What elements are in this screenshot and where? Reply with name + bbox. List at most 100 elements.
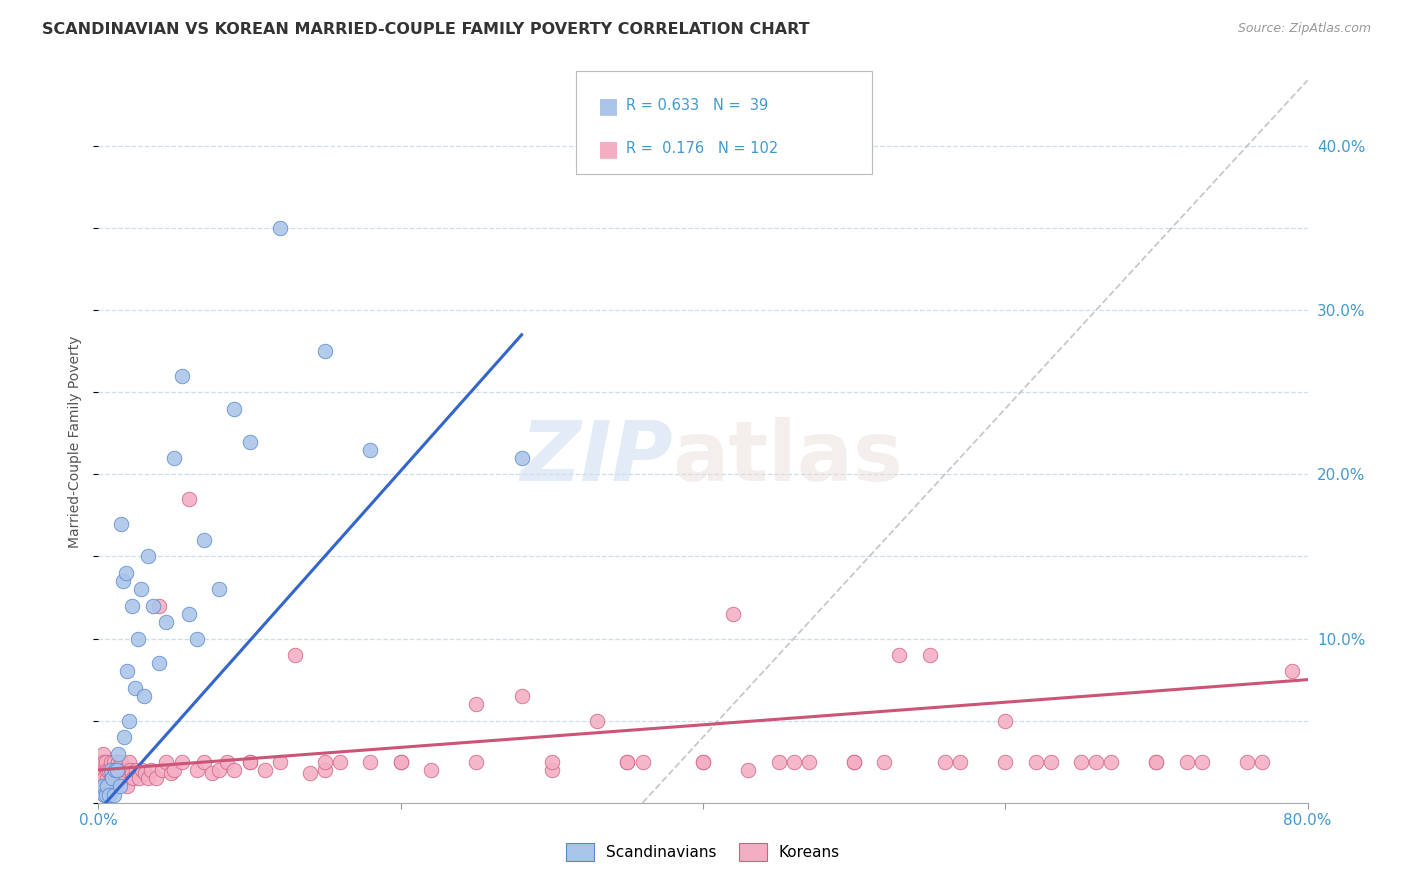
- Point: [692, 755, 714, 769]
- Point: [179, 607, 201, 621]
- Point: [844, 755, 866, 769]
- Point: [155, 755, 177, 769]
- Point: [94, 788, 117, 802]
- Point: [94, 780, 117, 794]
- Point: [111, 574, 134, 588]
- Point: [692, 755, 714, 769]
- Point: [314, 344, 336, 359]
- Point: [90, 755, 112, 769]
- Point: [1281, 665, 1303, 679]
- Point: [934, 755, 956, 769]
- Point: [465, 755, 488, 769]
- Text: atlas: atlas: [672, 417, 904, 499]
- Point: [510, 450, 533, 465]
- Point: [783, 755, 806, 769]
- Text: ZIP: ZIP: [520, 417, 672, 499]
- Point: [104, 771, 127, 785]
- Point: [128, 771, 150, 785]
- Point: [96, 771, 118, 785]
- Point: [269, 221, 291, 235]
- Point: [465, 698, 488, 712]
- Point: [1070, 755, 1092, 769]
- Point: [186, 763, 208, 777]
- Point: [93, 755, 115, 769]
- Point: [101, 763, 124, 777]
- Point: [329, 755, 352, 769]
- Point: [1251, 755, 1274, 769]
- Point: [179, 491, 201, 506]
- Point: [142, 599, 165, 613]
- Point: [148, 599, 170, 613]
- Point: [150, 763, 173, 777]
- Point: [540, 755, 562, 769]
- Point: [239, 755, 262, 769]
- Point: [100, 755, 122, 769]
- Point: [163, 450, 186, 465]
- Point: [136, 549, 159, 564]
- Point: [89, 780, 111, 794]
- Point: [122, 771, 145, 785]
- Point: [141, 763, 163, 777]
- Point: [112, 730, 135, 744]
- Point: [1175, 755, 1198, 769]
- Point: [100, 771, 122, 785]
- Point: [103, 788, 125, 802]
- Text: ■: ■: [598, 139, 619, 159]
- Point: [110, 755, 132, 769]
- Point: [114, 566, 136, 580]
- Point: [131, 763, 153, 777]
- Point: [127, 632, 149, 646]
- Text: R =  0.176   N = 102: R = 0.176 N = 102: [626, 141, 778, 156]
- Point: [118, 714, 141, 728]
- Point: [145, 771, 167, 785]
- Point: [540, 763, 562, 777]
- Y-axis label: Married-Couple Family Poverty: Married-Couple Family Poverty: [69, 335, 83, 548]
- Point: [160, 766, 183, 780]
- Point: [918, 648, 941, 662]
- Point: [163, 763, 186, 777]
- Point: [98, 763, 121, 777]
- Point: [121, 599, 143, 613]
- Point: [105, 763, 128, 777]
- Point: [90, 771, 112, 785]
- Point: [994, 714, 1017, 728]
- Point: [616, 755, 638, 769]
- Point: [844, 755, 866, 769]
- Text: ■: ■: [598, 95, 619, 116]
- Point: [1099, 755, 1122, 769]
- Point: [616, 755, 638, 769]
- Point: [768, 755, 790, 769]
- Point: [314, 763, 336, 777]
- Point: [118, 755, 141, 769]
- Point: [186, 632, 208, 646]
- Point: [873, 755, 896, 769]
- Point: [269, 755, 291, 769]
- Point: [1236, 755, 1258, 769]
- Point: [110, 516, 132, 531]
- Point: [134, 766, 156, 780]
- Point: [115, 780, 138, 794]
- Point: [1144, 755, 1167, 769]
- Point: [1085, 755, 1108, 769]
- Point: [586, 714, 609, 728]
- Point: [510, 689, 533, 703]
- Point: [299, 766, 322, 780]
- Point: [91, 780, 114, 794]
- Point: [112, 771, 135, 785]
- Point: [1039, 755, 1062, 769]
- Point: [170, 368, 193, 383]
- Point: [208, 763, 231, 777]
- Point: [224, 401, 246, 416]
- Text: Source: ZipAtlas.com: Source: ZipAtlas.com: [1237, 22, 1371, 36]
- Point: [104, 763, 127, 777]
- Point: [1024, 755, 1046, 769]
- Point: [136, 771, 159, 785]
- Point: [155, 615, 177, 630]
- Point: [420, 763, 443, 777]
- Point: [91, 747, 114, 761]
- Point: [96, 780, 118, 794]
- Point: [949, 755, 972, 769]
- Point: [389, 755, 412, 769]
- Point: [389, 755, 412, 769]
- Point: [193, 533, 215, 547]
